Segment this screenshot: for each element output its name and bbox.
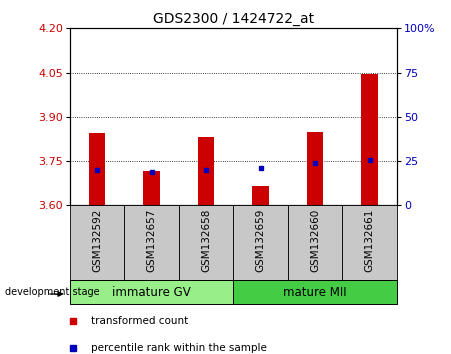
Text: transformed count: transformed count	[91, 316, 189, 326]
Bar	[89, 133, 106, 205]
Text: GSM132659: GSM132659	[256, 209, 266, 273]
Bar	[288, 205, 342, 280]
Bar	[307, 132, 323, 205]
Bar	[234, 280, 397, 304]
Title: GDS2300 / 1424722_at: GDS2300 / 1424722_at	[153, 12, 314, 26]
Bar	[143, 171, 160, 205]
Text: GSM132657: GSM132657	[147, 209, 156, 273]
Text: GSM132658: GSM132658	[201, 209, 211, 273]
Bar	[70, 205, 124, 280]
Bar	[342, 205, 397, 280]
Text: percentile rank within the sample: percentile rank within the sample	[91, 343, 267, 353]
Bar	[124, 205, 179, 280]
Bar	[361, 74, 378, 205]
Text: GSM132660: GSM132660	[310, 209, 320, 272]
Text: development stage: development stage	[5, 287, 99, 297]
Text: GSM132661: GSM132661	[364, 209, 375, 273]
Bar	[198, 137, 214, 205]
Bar	[179, 205, 234, 280]
Text: mature MII: mature MII	[283, 286, 347, 298]
Bar	[70, 280, 234, 304]
Bar	[234, 205, 288, 280]
Text: immature GV: immature GV	[112, 286, 191, 298]
Bar	[253, 186, 269, 205]
Text: GSM132592: GSM132592	[92, 209, 102, 273]
